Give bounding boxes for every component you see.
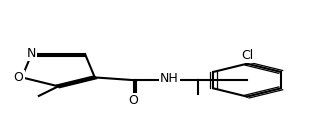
Text: O: O xyxy=(14,71,24,84)
Text: N: N xyxy=(27,47,36,60)
Text: Cl: Cl xyxy=(241,49,253,62)
Text: NH: NH xyxy=(160,72,179,85)
Text: O: O xyxy=(129,94,139,107)
